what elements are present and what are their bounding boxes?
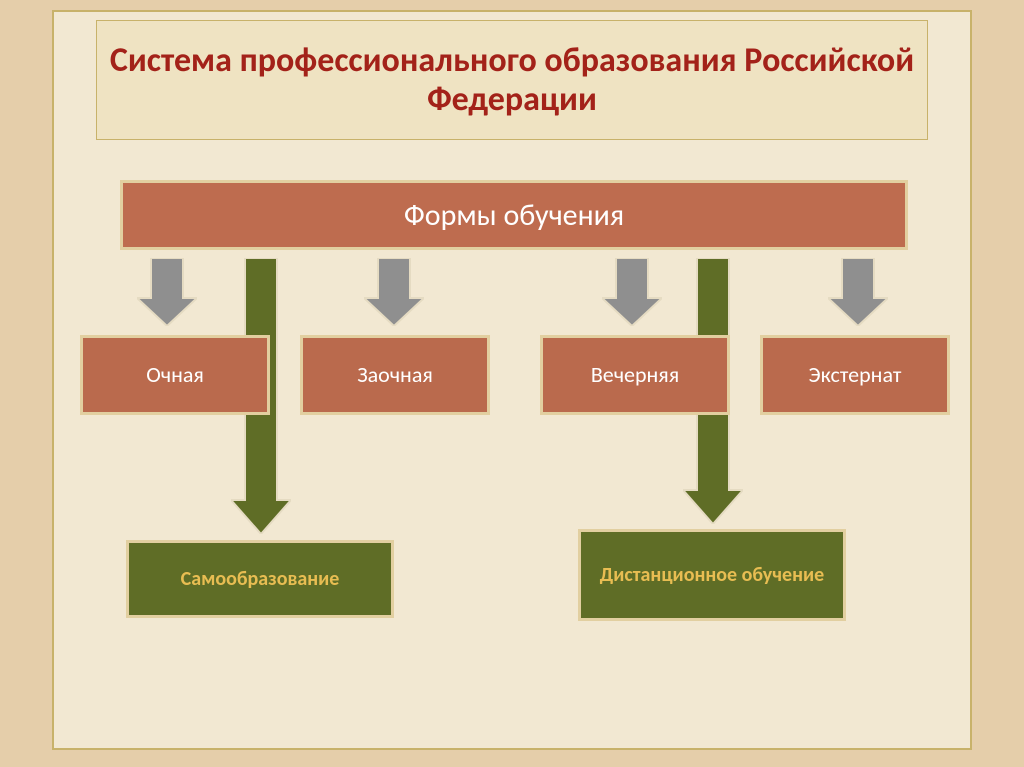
header-block: Формы обучения — [120, 180, 908, 250]
gray-arrow-icon — [828, 258, 888, 326]
slide-title: Система профессионального образования Ро… — [96, 20, 928, 140]
green-block-text: Дистанционное обучение — [600, 564, 824, 586]
slide: Система профессионального образования Ро… — [0, 0, 1024, 767]
form-block-text: Очная — [146, 363, 204, 387]
header-block-text: Формы обучения — [404, 199, 624, 232]
form-block-text: Экстернат — [809, 363, 902, 387]
form-block: Очная — [80, 335, 270, 415]
gray-arrow-icon — [364, 258, 424, 326]
gray-arrow-icon — [137, 258, 197, 326]
form-block-text: Вечерняя — [591, 363, 679, 387]
green-block-text: Самообразование — [181, 568, 340, 590]
slide-title-text: Система профессионального образования Ро… — [97, 41, 927, 119]
form-block: Заочная — [300, 335, 490, 415]
green-block: Дистанционное обучение — [578, 529, 846, 621]
green-block: Самообразование — [126, 540, 394, 618]
gray-arrow-icon — [602, 258, 662, 326]
form-block: Вечерняя — [540, 335, 730, 415]
form-block: Экстернат — [760, 335, 950, 415]
form-block-text: Заочная — [357, 363, 433, 387]
